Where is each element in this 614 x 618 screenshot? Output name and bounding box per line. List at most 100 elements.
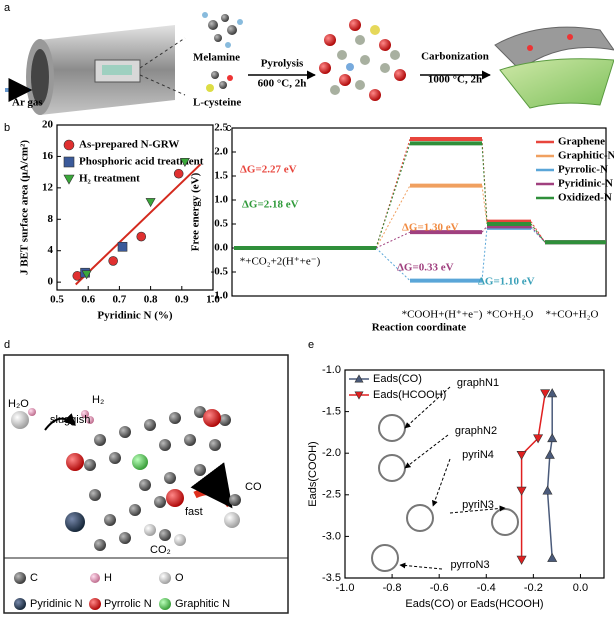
plot-frame [56, 124, 214, 291]
plot-frame [344, 369, 605, 579]
marker [542, 485, 553, 495]
x-tick-label: -0.8 [383, 582, 402, 594]
marker [108, 256, 118, 266]
y-tick-label: 1.0 [214, 194, 228, 206]
x-tick-label: -0.2 [524, 582, 543, 594]
marker [354, 374, 364, 383]
x-tick-label: -0.6 [430, 582, 449, 594]
marker [547, 433, 558, 443]
annotation: ΔG=1.30 eV [402, 222, 459, 234]
annotation: ΔG=0.33 eV [397, 262, 454, 274]
connector [481, 226, 488, 233]
legend-entry: H₂ treatment [79, 173, 140, 185]
x-tick-label: 0.8 [144, 294, 158, 306]
connector [481, 227, 488, 281]
y-axis-label: Eads(COOH) [307, 441, 319, 506]
y-tick-label: -1.5 [322, 406, 341, 418]
x-axis-label: Eads(CO) or Eads(HCOOH) [405, 598, 543, 610]
y-tick-label: -3.0 [322, 530, 341, 542]
y-tick-label: -0.5 [211, 266, 229, 278]
marker [533, 434, 544, 444]
fit-line [75, 163, 202, 286]
point-label: graphN2 [455, 425, 497, 437]
label-arrow [404, 386, 451, 429]
x-category-label: *+CO₂+2(H⁺+e⁻) [240, 256, 321, 268]
x-category-label: *CO+H₂O [487, 309, 534, 321]
marker [63, 139, 75, 151]
x-tick-label: 0.5 [50, 294, 64, 306]
y-tick-label: -3.5 [322, 572, 341, 584]
legend-entry: Oxidized-N [558, 192, 612, 204]
y-tick-label: 4 [48, 244, 54, 256]
legend-entry: Pyrrolic-N [558, 164, 608, 176]
y-tick-label: 2.5 [214, 122, 228, 134]
series-line [546, 393, 553, 559]
annotation: ΔG=2.27 eV [240, 164, 297, 176]
x-tick-label: -1.0 [336, 582, 355, 594]
connector [530, 221, 546, 243]
y-tick-label: 2.0 [214, 146, 228, 158]
y-tick-label: 1.5 [214, 170, 228, 182]
x-tick-label: 1.0 [206, 294, 220, 306]
x-axis-label: Pyridinic N (%) [97, 310, 172, 322]
marker [136, 231, 147, 242]
y-tick-label: 0 [48, 276, 54, 288]
marker [354, 391, 364, 400]
x-category-label: *+CO+H₂O [546, 309, 599, 321]
panel-a-label: 1000 °C, 2h [428, 74, 482, 86]
legend-entry: C [30, 572, 38, 584]
panel-d-label: fast [185, 506, 203, 518]
panel-d-label: CO₂ [150, 544, 171, 556]
y-tick-label: 0.5 [214, 218, 228, 230]
panel-d-label: H₂O [8, 398, 29, 410]
point-label: graphN1 [457, 377, 499, 389]
marker [81, 270, 92, 280]
annotation: ΔG=2.18 eV [242, 199, 299, 211]
plot-frame [231, 127, 607, 297]
series-line [520, 393, 546, 560]
x-tick-label: 0.6 [81, 294, 95, 306]
legend-entry: H [104, 572, 112, 584]
y-axis-label: Free energy (eV) [190, 172, 202, 251]
marker [63, 174, 75, 185]
y-tick-label: 12 [42, 181, 54, 193]
connector [375, 185, 411, 249]
legend-entry: O [175, 572, 184, 584]
y-tick-label: 16 [42, 150, 54, 162]
panel-a-label: Carbonization [421, 51, 489, 63]
connector [481, 143, 488, 225]
point-label: pyriN3 [462, 499, 494, 511]
y-tick-label: 20 [42, 119, 54, 131]
marker [547, 388, 558, 398]
y-tick-label: -1.0 [322, 364, 341, 376]
marker [516, 555, 527, 565]
legend-entry: Pyridinic-N [558, 178, 613, 190]
panel-letter: c [226, 122, 232, 134]
connector [481, 185, 488, 225]
y-tick-label: 8 [48, 213, 54, 225]
label-arrow [432, 458, 451, 507]
x-tick-label: 0.9 [175, 294, 189, 306]
marker [547, 552, 558, 562]
x-category-label: *COOH+(H⁺+e⁻) [402, 309, 483, 321]
panel-letter: a [4, 2, 11, 14]
legend-entry: Phosphoric acid treatment [79, 156, 204, 168]
x-axis-label: Reaction coordinate [372, 322, 467, 334]
marker [145, 198, 156, 208]
x-tick-label: 0.0 [573, 582, 588, 594]
label-arrow [404, 434, 449, 469]
marker [516, 450, 527, 460]
legend-entry: Graphene [558, 136, 605, 148]
marker [63, 156, 75, 168]
legend-entry: Pyridinic N [30, 598, 83, 610]
connector [375, 138, 411, 249]
legend-entry: Eads(CO) [373, 373, 422, 385]
panel-d-label: H₂ [92, 394, 104, 406]
annotation: ΔG=1.10 eV [478, 276, 535, 288]
marker [516, 486, 527, 496]
point-label: pyrroN3 [450, 559, 489, 571]
point-label: pyriN4 [462, 449, 494, 461]
y-tick-label: 0.0 [214, 242, 228, 254]
legend-entry: Eads(HCOOH) [373, 389, 446, 401]
